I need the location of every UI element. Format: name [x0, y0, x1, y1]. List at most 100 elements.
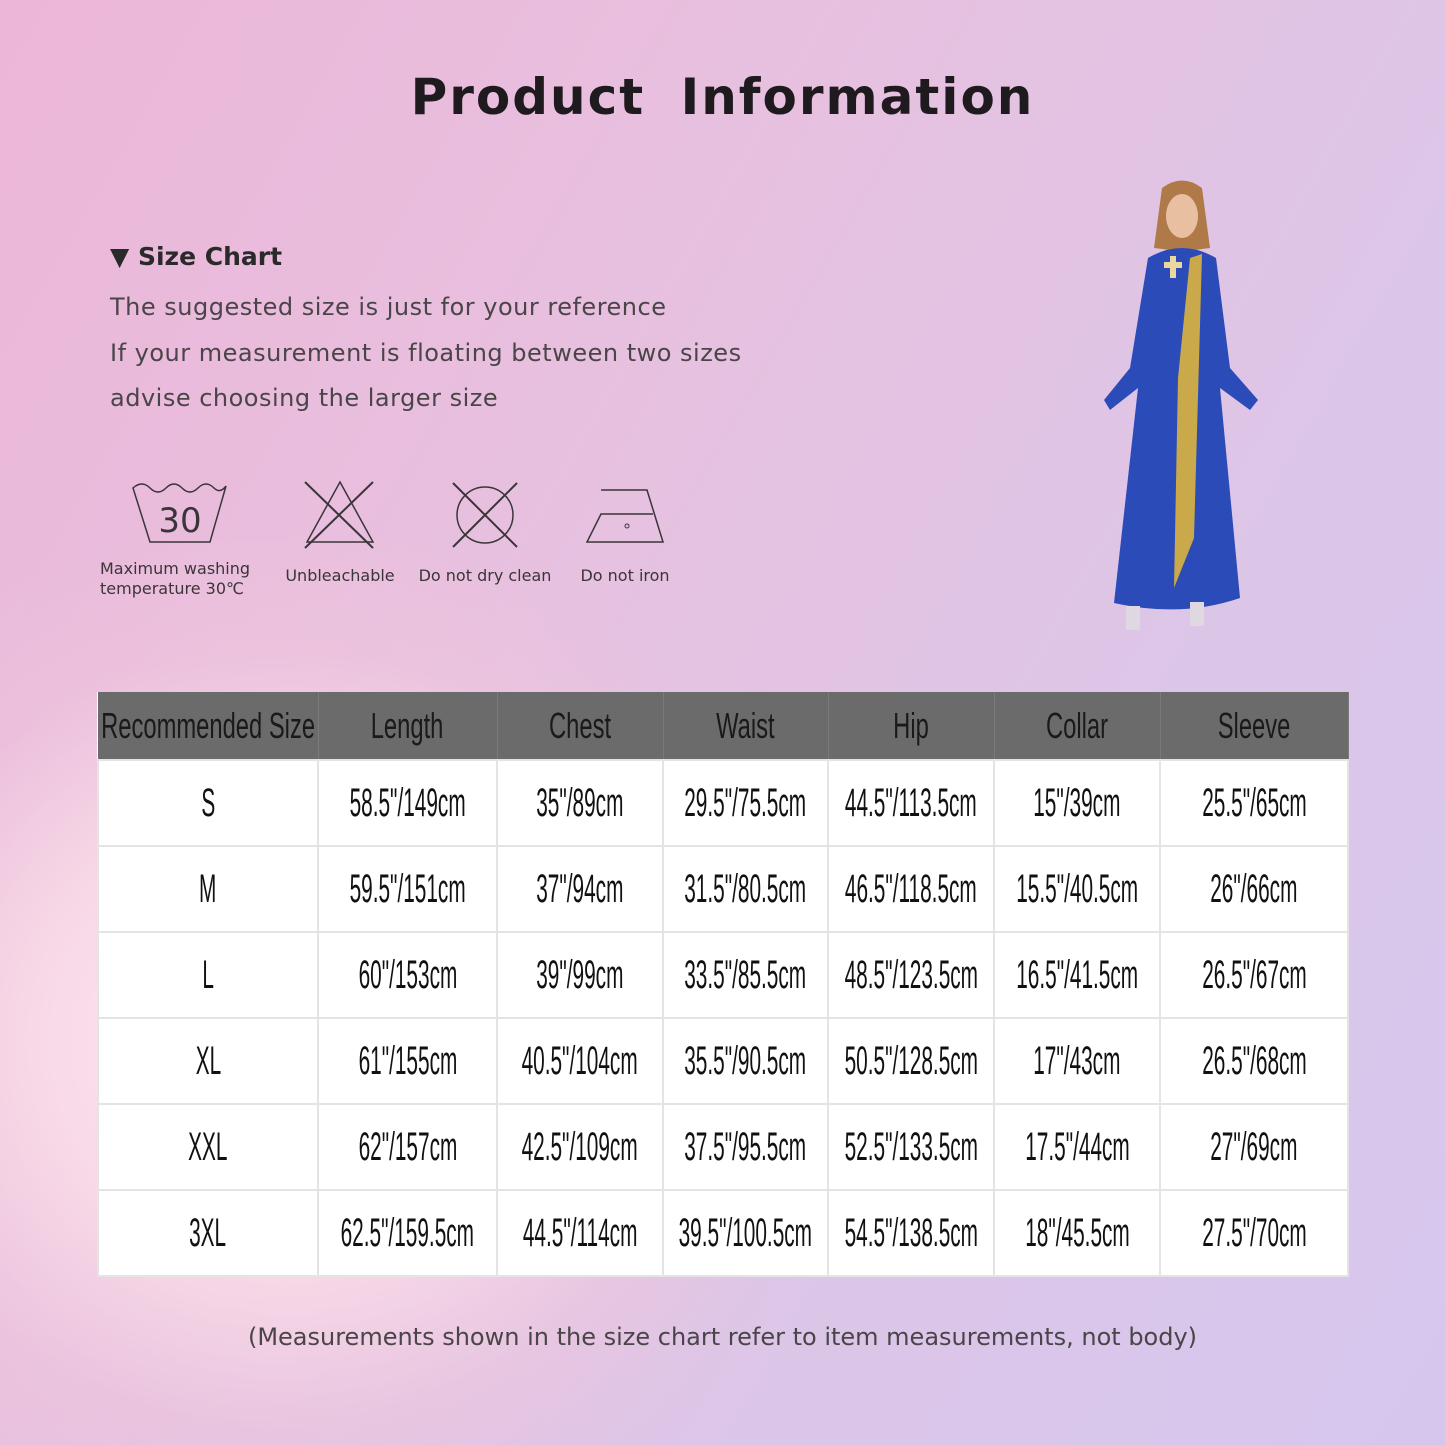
table-cell: 48.5"/123.5cm — [827, 931, 995, 1019]
footnote: (Measurements shown in the size chart re… — [247, 1323, 1198, 1351]
cell-text: 3XL — [189, 1210, 227, 1255]
cell-text: 44.5"/113.5cm — [845, 780, 977, 825]
table-cell: 62"/157cm — [317, 1103, 498, 1191]
cell-text: XXL — [188, 1124, 228, 1169]
table-cell: 26.5"/68cm — [1159, 1017, 1349, 1105]
table-cell: XXL — [97, 1103, 319, 1191]
table-cell: 50.5"/128.5cm — [827, 1017, 995, 1105]
cell-text: 26.5"/67cm — [1201, 952, 1307, 997]
cell-text: XL — [195, 1038, 221, 1083]
col-header: Sleeve — [1160, 692, 1349, 760]
cell-text: 37"/94cm — [536, 866, 624, 911]
table-cell: 39.5"/100.5cm — [662, 1189, 829, 1277]
cell-text: 44.5"/114cm — [522, 1210, 638, 1255]
cell-text: 60"/153cm — [358, 952, 457, 997]
cell-text: 17.5"/44cm — [1024, 1124, 1130, 1169]
table-cell: XL — [97, 1017, 319, 1105]
cell-text: 52.5"/133.5cm — [844, 1124, 978, 1169]
cell-text: S — [201, 780, 215, 825]
cell-text: 29.5"/75.5cm — [684, 780, 807, 825]
cell-text: 35.5"/90.5cm — [684, 1038, 807, 1083]
table-cell: 3XL — [97, 1189, 319, 1277]
table-cell: 58.5"/149cm — [317, 759, 498, 847]
cell-text: 39"/99cm — [536, 952, 624, 997]
table-cell: 54.5"/138.5cm — [827, 1189, 995, 1277]
cell-text: 37.5"/95.5cm — [684, 1124, 807, 1169]
cell-text: M — [199, 866, 217, 911]
model-photo — [1104, 180, 1258, 630]
care-label: Do not iron — [580, 566, 670, 585]
care-label: temperature 30℃ — [100, 579, 244, 598]
cell-text: 27.5"/70cm — [1201, 1210, 1307, 1255]
table-cell: 25.5"/65cm — [1159, 759, 1349, 847]
table-cell: 35.5"/90.5cm — [662, 1017, 829, 1105]
size-note-3: advise choosing the larger size — [110, 384, 499, 412]
col-header: Length — [318, 692, 498, 760]
svg-text:30: 30 — [158, 501, 201, 541]
cell-text: 39.5"/100.5cm — [678, 1210, 813, 1255]
table-row: 3XL 62.5"/159.5cm 44.5"/114cm 39.5"/100.5cm… — [97, 1189, 1349, 1277]
table-cell: 27.5"/70cm — [1159, 1189, 1349, 1277]
size-chart-table: Recommended Size Length Chest Waist Hip … — [97, 692, 1349, 1277]
table-cell: 46.5"/118.5cm — [827, 845, 995, 933]
care-wash: 30 Maximum washing temperature 30℃ — [100, 480, 260, 599]
col-header: Collar — [994, 692, 1161, 760]
col-header: Chest — [497, 692, 664, 760]
no-dry-clean-icon — [452, 482, 518, 548]
table-cell: 59.5"/151cm — [317, 845, 498, 933]
table-cell: 31.5"/80.5cm — [662, 845, 829, 933]
care-label: Do not dry clean — [418, 566, 552, 585]
page-title: Product Information — [410, 68, 1035, 126]
table-cell: 17"/43cm — [993, 1017, 1161, 1105]
table-cell: 39"/99cm — [496, 931, 664, 1019]
cell-text: 15"/39cm — [1033, 780, 1121, 825]
table-row: L 60"/153cm 39"/99cm 33.5"/85.5cm 48.5"/123.… — [97, 931, 1349, 1019]
no-bleach-icon — [303, 480, 374, 549]
care-dry-clean: Do not dry clean — [415, 480, 555, 586]
table-cell: 35"/89cm — [496, 759, 664, 847]
table-cell: M — [97, 845, 319, 933]
table-cell: 26"/66cm — [1159, 845, 1349, 933]
care-bleach: Unbleachable — [280, 480, 400, 586]
table-cell: 26.5"/67cm — [1159, 931, 1349, 1019]
col-header: Waist — [663, 692, 829, 760]
cell-text: 16.5"/41.5cm — [1016, 952, 1138, 997]
size-note-2: If your measurement is floating between … — [110, 339, 742, 367]
table-row: XXL 62"/157cm 42.5"/109cm 37.5"/95.5cm 52.5"… — [97, 1103, 1349, 1191]
col-header: Hip — [828, 692, 995, 760]
cell-text: 31.5"/80.5cm — [684, 866, 807, 911]
col-header: Recommended Size — [98, 692, 319, 760]
cell-text: 62"/157cm — [358, 1124, 457, 1169]
wash-30-icon: 30 — [132, 483, 227, 543]
table-cell: 62.5"/159.5cm — [317, 1189, 498, 1277]
table-row: S 58.5"/149cm 35"/89cm 29.5"/75.5cm 44.5"/11… — [97, 759, 1349, 847]
table-cell: L — [97, 931, 319, 1019]
care-label: Unbleachable — [285, 566, 395, 585]
cell-text: 25.5"/65cm — [1201, 780, 1307, 825]
cell-text: 59.5"/151cm — [349, 866, 466, 911]
table-header-row: Recommended Size Length Chest Waist Hip … — [98, 692, 1349, 760]
table-cell: 15.5"/40.5cm — [993, 845, 1161, 933]
cell-text: 33.5"/85.5cm — [684, 952, 807, 997]
cell-text: 18"/45.5cm — [1024, 1210, 1130, 1255]
table-cell: 27"/69cm — [1159, 1103, 1349, 1191]
table-cell: 37"/94cm — [496, 845, 664, 933]
table-row: XL 61"/155cm 40.5"/104cm 35.5"/90.5cm 50.5"/… — [97, 1017, 1349, 1105]
size-chart-heading-text: Size Chart — [137, 242, 283, 271]
table-cell: 15"/39cm — [993, 759, 1161, 847]
care-label: Maximum washing — [100, 559, 251, 578]
cell-text: 61"/155cm — [358, 1038, 457, 1083]
cell-text: 48.5"/123.5cm — [844, 952, 978, 997]
care-iron: Do not iron — [570, 480, 680, 586]
size-note-1: The suggested size is just for your refe… — [110, 293, 667, 321]
table-cell: 40.5"/104cm — [496, 1017, 664, 1105]
table-cell: S — [97, 759, 319, 847]
table-cell: 37.5"/95.5cm — [662, 1103, 829, 1191]
table-cell: 60"/153cm — [317, 931, 498, 1019]
cell-text: 40.5"/104cm — [521, 1038, 639, 1083]
table-cell: 16.5"/41.5cm — [993, 931, 1161, 1019]
table-row: M 59.5"/151cm 37"/94cm 31.5"/80.5cm 46.5"/11… — [97, 845, 1349, 933]
iron-icon — [585, 489, 665, 543]
cell-text: 50.5"/128.5cm — [844, 1038, 978, 1083]
cell-text: 27"/69cm — [1210, 1124, 1298, 1169]
